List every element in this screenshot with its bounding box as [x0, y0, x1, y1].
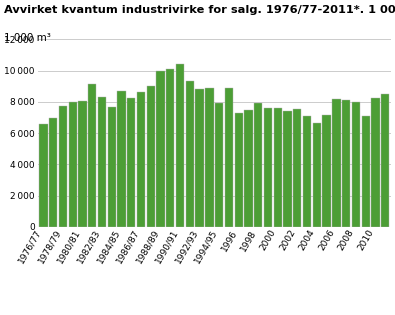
- Bar: [352, 102, 360, 227]
- Bar: [332, 99, 340, 227]
- Bar: [381, 94, 389, 227]
- Bar: [313, 123, 321, 227]
- Bar: [117, 91, 126, 227]
- Bar: [205, 88, 214, 227]
- Bar: [283, 111, 292, 227]
- Bar: [361, 116, 370, 227]
- Bar: [225, 88, 233, 227]
- Bar: [303, 116, 311, 227]
- Bar: [137, 92, 145, 227]
- Bar: [156, 71, 165, 227]
- Bar: [59, 106, 67, 227]
- Text: 1 000 m³: 1 000 m³: [4, 33, 51, 43]
- Bar: [254, 103, 262, 227]
- Bar: [176, 64, 184, 227]
- Bar: [78, 101, 87, 227]
- Bar: [39, 124, 47, 227]
- Bar: [245, 110, 253, 227]
- Bar: [147, 86, 155, 227]
- Bar: [342, 100, 350, 227]
- Bar: [49, 118, 57, 227]
- Bar: [88, 84, 96, 227]
- Bar: [196, 89, 204, 227]
- Bar: [127, 98, 135, 227]
- Text: Avvirket kvantum industrivirke for salg. 1976/77-2011*. 1 000 m³: Avvirket kvantum industrivirke for salg.…: [4, 5, 395, 15]
- Bar: [322, 114, 331, 227]
- Bar: [264, 108, 272, 227]
- Bar: [98, 97, 106, 227]
- Bar: [68, 102, 77, 227]
- Bar: [371, 98, 380, 227]
- Bar: [293, 109, 301, 227]
- Bar: [215, 103, 223, 227]
- Bar: [166, 69, 175, 227]
- Bar: [274, 108, 282, 227]
- Bar: [107, 107, 116, 227]
- Bar: [235, 113, 243, 227]
- Bar: [186, 81, 194, 227]
